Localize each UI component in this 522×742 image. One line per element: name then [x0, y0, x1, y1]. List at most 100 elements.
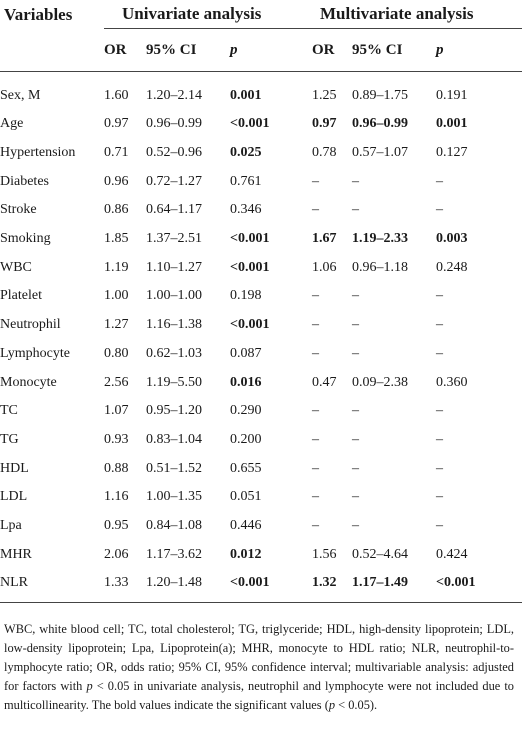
cell-p-univariate: <0.001 — [230, 569, 312, 603]
cell-variable: TC — [0, 403, 18, 419]
cell-or-multivariate: – — [312, 173, 319, 189]
cell-p-multivariate: 0.424 — [436, 546, 468, 562]
cell-p-multivariate: 0.127 — [436, 145, 468, 161]
header-or-univariate: OR — [104, 29, 146, 72]
cell-p-univariate: 0.290 — [230, 403, 262, 419]
cell-ci-univariate: 1.00–1.35 — [146, 489, 202, 505]
cell-variable: Monocyte — [0, 374, 57, 390]
cell-or-univariate: 0.80 — [104, 345, 129, 361]
cell-or-multivariate: – — [312, 345, 319, 361]
cell-variable: LDL — [0, 489, 28, 505]
cell-or-univariate: 0.97 — [104, 116, 129, 132]
cell-ci-univariate: 0.64–1.17 — [146, 202, 202, 218]
table-row: Hypertension 0.71 0.52–0.96 0.025 0.78 0.57–1… — [0, 139, 522, 168]
cell-or-multivariate: – — [312, 431, 319, 447]
cell-p-multivariate: – — [436, 403, 443, 419]
cell-ci-multivariate: 0.96–1.18 — [352, 259, 408, 275]
regression-table: Variables Univariate analysis Multivaria… — [0, 0, 522, 603]
cell-ci-multivariate: 0.09–2.38 — [352, 374, 408, 390]
cell-or-multivariate: 0.78 — [312, 145, 337, 161]
cell-ci-univariate: 1.00–1.00 — [146, 288, 202, 304]
cell-or-univariate: 0.88 — [104, 460, 129, 476]
cell-ci-multivariate: – — [352, 431, 359, 447]
footnote-text-3: < 0.05). — [335, 698, 378, 712]
table-row: Neutrophil 1.27 1.16–1.38 <0.001 – – – — [0, 311, 522, 340]
footnote-text-1: WBC, white blood cell; TC, total cholest… — [4, 622, 514, 693]
cell-ci-univariate: 1.16–1.38 — [146, 317, 202, 333]
cell-p-multivariate: 0.191 — [436, 87, 468, 103]
cell-variable: Lymphocyte — [0, 345, 70, 361]
cell-p-univariate: 0.198 — [230, 288, 262, 304]
cell-p-multivariate: – — [436, 173, 443, 189]
cell-p-multivariate: – — [436, 431, 443, 447]
cell-or-multivariate: 1.67 — [312, 231, 337, 247]
cell-or-multivariate: – — [312, 403, 319, 419]
cell-p-univariate: 0.200 — [230, 431, 262, 447]
table-row: TC 1.07 0.95–1.20 0.290 – – – — [0, 397, 522, 426]
table-row: WBC 1.19 1.10–1.27 <0.001 1.06 0.96–1.18 0.248 — [0, 253, 522, 282]
cell-variable: WBC — [0, 259, 32, 275]
cell-variable: Platelet — [0, 288, 42, 304]
cell-variable: NLR — [0, 569, 104, 603]
cell-ci-multivariate: – — [352, 202, 359, 218]
cell-variable: Lpa — [0, 517, 22, 533]
cell-ci-multivariate: 1.17–1.49 — [352, 569, 436, 603]
cell-p-univariate: <0.001 — [230, 317, 270, 333]
header-ci-multivariate: 95% CI — [352, 29, 436, 72]
cell-or-multivariate: 1.56 — [312, 546, 337, 562]
table-body: Sex, M 1.60 1.20–2.14 0.001 1.25 0.89–1.75 0.1… — [0, 72, 522, 603]
header-multivariate-analysis: Multivariate analysis — [312, 0, 522, 29]
cell-ci-univariate: 0.84–1.08 — [146, 517, 202, 533]
cell-ci-univariate: 0.95–1.20 — [146, 403, 202, 419]
cell-or-univariate: 1.85 — [104, 231, 129, 247]
cell-p-univariate: <0.001 — [230, 116, 270, 132]
cell-or-univariate: 1.33 — [104, 569, 146, 603]
cell-ci-multivariate: – — [352, 460, 359, 476]
cell-or-multivariate: 0.47 — [312, 374, 337, 390]
cell-p-univariate: 0.016 — [230, 374, 262, 390]
cell-ci-multivariate: 0.89–1.75 — [352, 87, 408, 103]
cell-variable: Age — [0, 116, 24, 132]
cell-or-univariate: 1.60 — [104, 87, 129, 103]
cell-or-univariate: 0.95 — [104, 517, 129, 533]
cell-p-univariate: 0.655 — [230, 460, 262, 476]
table-row: Smoking 1.85 1.37–2.51 <0.001 1.67 1.19–2.33 0… — [0, 225, 522, 254]
cell-p-univariate: 0.346 — [230, 202, 262, 218]
header-empty — [0, 29, 104, 72]
cell-or-univariate: 2.56 — [104, 374, 129, 390]
cell-p-univariate: 0.025 — [230, 145, 262, 161]
cell-variable: Stroke — [0, 202, 37, 218]
cell-variable: Diabetes — [0, 173, 49, 189]
table-row: LDL 1.16 1.00–1.35 0.051 – – – — [0, 483, 522, 512]
cell-ci-multivariate: – — [352, 517, 359, 533]
cell-or-univariate: 1.07 — [104, 403, 129, 419]
cell-or-univariate: 1.16 — [104, 489, 129, 505]
footnote-text-2: < 0.05 in univariate analysis, neutrophi… — [4, 679, 514, 712]
cell-ci-univariate: 0.52–0.96 — [146, 145, 202, 161]
cell-ci-univariate: 1.19–5.50 — [146, 374, 202, 390]
table-row: Stroke 0.86 0.64–1.17 0.346 – – – — [0, 196, 522, 225]
cell-p-multivariate: – — [436, 317, 443, 333]
header-p-univariate: p — [230, 29, 312, 72]
cell-ci-univariate: 0.62–1.03 — [146, 345, 202, 361]
cell-ci-univariate: 0.72–1.27 — [146, 173, 202, 189]
table-row: Lpa 0.95 0.84–1.08 0.446 – – – — [0, 512, 522, 541]
cell-or-univariate: 0.93 — [104, 431, 129, 447]
footnote-p-symbol-2: p — [328, 698, 336, 712]
cell-p-multivariate: 0.360 — [436, 374, 468, 390]
cell-p-univariate: 0.761 — [230, 173, 262, 189]
cell-p-multivariate: – — [436, 202, 443, 218]
cell-variable: Hypertension — [0, 145, 76, 161]
cell-ci-univariate: 1.37–2.51 — [146, 231, 202, 247]
cell-or-univariate: 0.96 — [104, 173, 129, 189]
header-p-multivariate: p — [436, 29, 522, 72]
cell-p-multivariate: 0.001 — [436, 116, 468, 132]
header-variables: Variables — [4, 4, 73, 24]
cell-or-multivariate: – — [312, 317, 319, 333]
cell-or-multivariate: – — [312, 460, 319, 476]
cell-or-multivariate: 0.97 — [312, 116, 337, 132]
cell-or-multivariate: 1.06 — [312, 259, 337, 275]
cell-ci-univariate: 0.51–1.52 — [146, 460, 202, 476]
cell-or-multivariate: – — [312, 288, 319, 304]
cell-p-multivariate: <0.001 — [436, 569, 522, 603]
